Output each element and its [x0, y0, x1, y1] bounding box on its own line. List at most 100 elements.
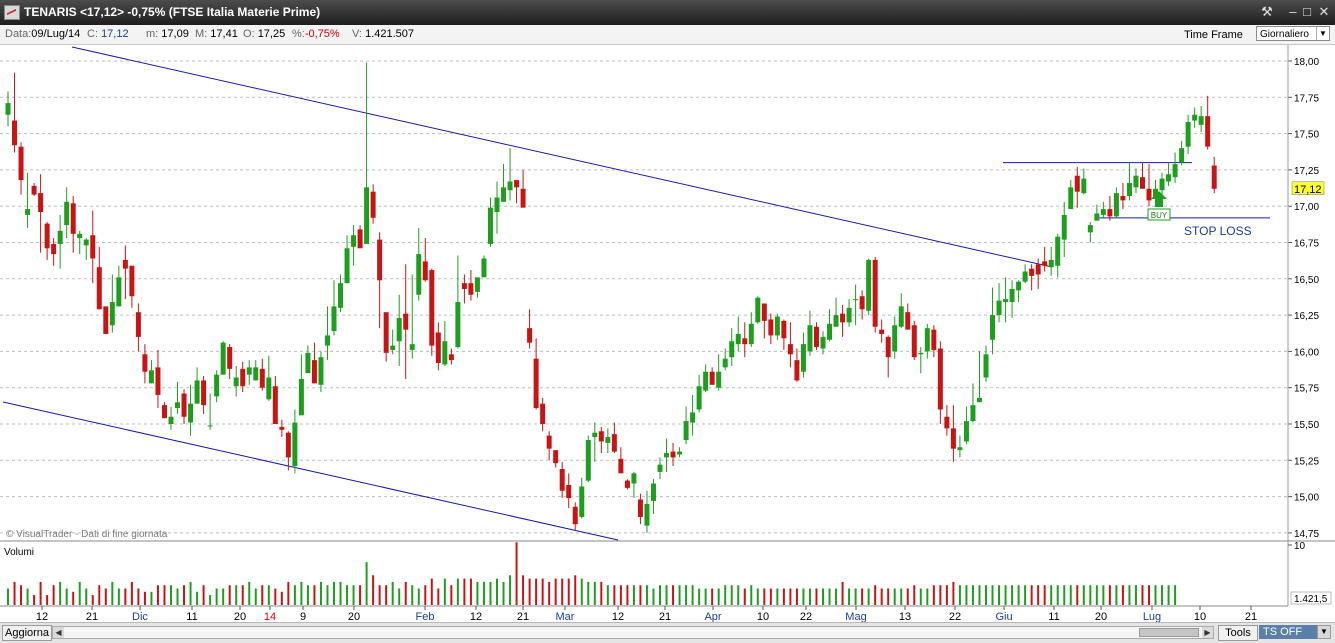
candle[interactable] [253, 360, 259, 381]
candle[interactable] [879, 319, 885, 343]
lower-trendline[interactable] [2, 401, 619, 541]
candle[interactable] [729, 328, 735, 366]
candle[interactable] [51, 238, 57, 266]
candle[interactable] [800, 332, 806, 378]
candle[interactable] [448, 348, 454, 365]
candle[interactable] [709, 367, 715, 385]
candle[interactable] [781, 319, 787, 350]
candle[interactable] [605, 428, 611, 454]
tools-button[interactable]: Tools [1218, 625, 1258, 641]
candle[interactable] [103, 306, 109, 334]
candle[interactable] [761, 303, 767, 339]
candle[interactable] [77, 230, 83, 255]
candle[interactable] [690, 394, 696, 436]
candle[interactable] [403, 264, 409, 379]
candle[interactable] [1107, 196, 1113, 221]
close-icon[interactable]: ✕ [1318, 4, 1330, 19]
candle[interactable] [533, 338, 539, 410]
candle[interactable] [344, 235, 350, 284]
candle[interactable] [520, 169, 526, 208]
candle[interactable] [637, 493, 643, 525]
candle[interactable] [931, 325, 937, 358]
candle[interactable] [468, 270, 474, 301]
candle[interactable] [540, 397, 546, 432]
candle[interactable] [305, 345, 311, 374]
candle[interactable] [983, 345, 989, 382]
candle[interactable] [722, 348, 728, 371]
candle[interactable] [1003, 277, 1009, 323]
maximize-icon[interactable]: □ [1303, 4, 1311, 19]
candle[interactable] [1146, 164, 1152, 207]
candle[interactable] [409, 274, 415, 359]
candle[interactable] [494, 181, 500, 234]
candle[interactable] [1087, 222, 1093, 243]
candle[interactable] [866, 258, 872, 316]
candle[interactable] [70, 196, 76, 253]
candle[interactable] [142, 344, 148, 384]
candle[interactable] [351, 225, 357, 266]
candle[interactable] [233, 365, 239, 397]
candle[interactable] [481, 255, 487, 278]
candle[interactable] [742, 322, 748, 358]
candle[interactable] [461, 274, 467, 304]
candle[interactable] [155, 349, 161, 409]
candle[interactable] [370, 184, 376, 224]
candle[interactable] [1029, 264, 1035, 291]
candle[interactable] [976, 351, 982, 403]
candle[interactable] [331, 280, 337, 336]
candle[interactable] [96, 246, 102, 310]
candle[interactable] [148, 360, 154, 384]
candle[interactable] [670, 442, 676, 467]
candle[interactable] [559, 461, 565, 499]
candle[interactable] [266, 355, 272, 401]
candle[interactable] [546, 431, 552, 461]
candle[interactable] [135, 303, 141, 352]
candle[interactable] [1179, 140, 1185, 166]
candle[interactable] [429, 268, 435, 356]
candle[interactable] [1211, 156, 1217, 194]
candle[interactable] [566, 473, 572, 509]
candle[interactable] [188, 384, 194, 436]
scroll-left-icon[interactable]: ◀ [53, 627, 64, 638]
candle[interactable] [1068, 180, 1074, 210]
candle[interactable] [657, 457, 663, 480]
candle[interactable] [12, 72, 18, 153]
candle[interactable] [390, 329, 396, 355]
candle[interactable] [820, 331, 826, 355]
candle[interactable] [129, 265, 135, 308]
candle[interactable] [957, 435, 963, 458]
candle[interactable] [1022, 264, 1028, 284]
candle[interactable] [1061, 201, 1067, 258]
candle[interactable] [911, 320, 917, 361]
candle[interactable] [442, 320, 448, 366]
candle[interactable] [220, 341, 226, 375]
candle[interactable] [227, 344, 233, 379]
candle[interactable] [827, 309, 833, 342]
candle[interactable] [1159, 172, 1165, 197]
candle[interactable] [905, 303, 911, 330]
candle[interactable] [455, 255, 461, 349]
candle[interactable] [57, 214, 63, 269]
candle[interactable] [311, 342, 317, 384]
candle[interactable] [1094, 204, 1100, 221]
candle[interactable] [1139, 162, 1145, 189]
candle[interactable] [813, 322, 819, 350]
candle[interactable] [872, 257, 878, 333]
candle[interactable] [246, 360, 252, 385]
candle[interactable] [624, 479, 630, 490]
candle[interactable] [1009, 280, 1015, 319]
tools-icon[interactable]: ⚒ [1261, 4, 1273, 19]
candle[interactable] [116, 265, 122, 307]
candle[interactable] [735, 316, 741, 352]
candle[interactable] [924, 323, 930, 359]
candle[interactable] [1113, 187, 1119, 218]
candle[interactable] [5, 91, 11, 127]
candle[interactable] [598, 426, 604, 454]
candle[interactable] [357, 225, 363, 249]
candle[interactable] [1035, 258, 1041, 289]
candle[interactable] [298, 354, 304, 416]
candle[interactable] [31, 182, 37, 197]
candle[interactable] [285, 431, 291, 471]
candle[interactable] [514, 180, 520, 204]
candle[interactable] [501, 164, 507, 202]
